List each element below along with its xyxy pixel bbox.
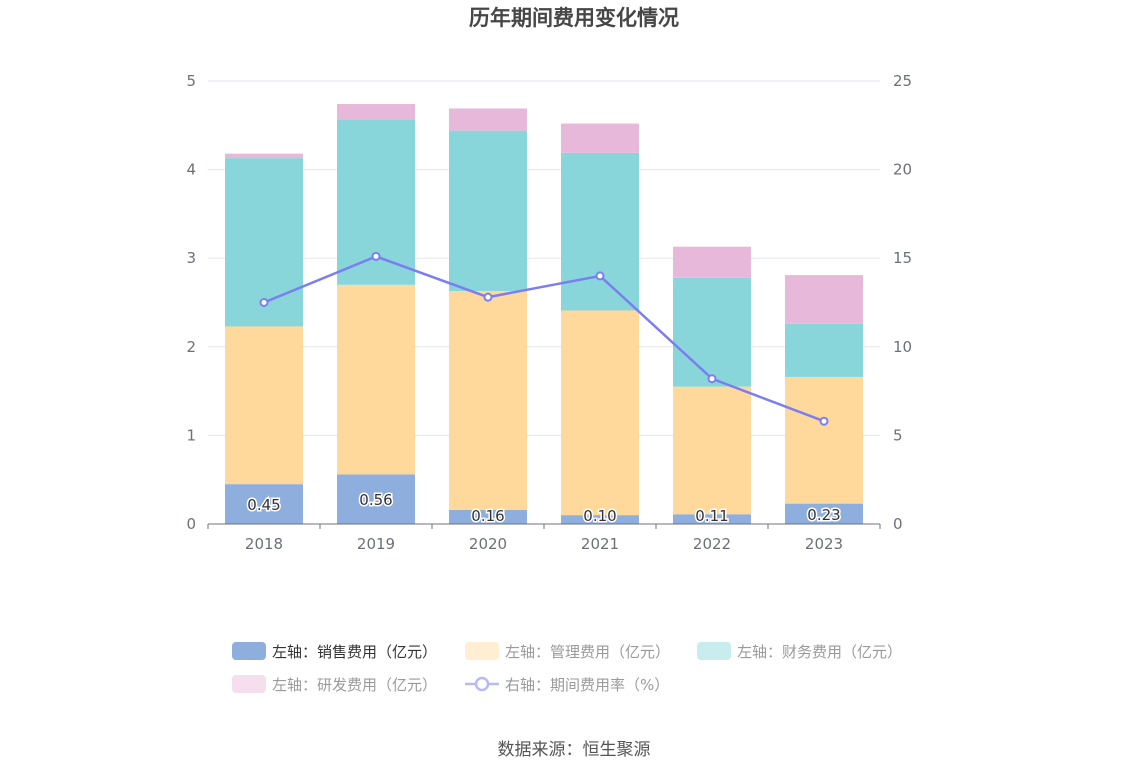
right-tick-label: 0 (893, 515, 903, 533)
bar-2021-s3 (561, 123, 639, 153)
legend-item-1[interactable]: 左轴：管理费用（亿元） (465, 642, 670, 661)
rate-line (259, 251, 829, 426)
bar-2023-s3 (785, 275, 863, 324)
legend-label: 左轴：管理费用（亿元） (505, 643, 670, 661)
data-label-2023: 0.23 (807, 506, 840, 524)
right-tick-label: 10 (893, 338, 912, 356)
left-tick-label: 3 (186, 249, 196, 267)
bar-2021-s1 (561, 310, 639, 516)
legend-swatch-icon (232, 675, 266, 693)
bar-2019-s3 (337, 104, 415, 120)
data-label-2022: 0.11 (695, 507, 728, 525)
legend-item-4[interactable]: 右轴：期间费用率（%） (465, 676, 669, 694)
bar-2021-s0 (561, 515, 639, 524)
bars (225, 104, 863, 524)
left-tick-label: 0 (186, 515, 196, 533)
legend-label: 右轴：期间费用率（%） (505, 676, 669, 694)
legend-label: 左轴：销售费用（亿元） (272, 643, 437, 661)
right-axis: 0 5 10 15 20 25 (893, 72, 912, 533)
data-label-2019: 0.56 (359, 491, 392, 509)
bar-2019-s0 (337, 474, 415, 524)
rate-point-2018 (259, 298, 269, 307)
rate-point-2020 (483, 292, 493, 302)
x-tick-label: 2019 (357, 535, 395, 553)
bar-2023-s0 (785, 503, 863, 524)
legend-label: 左轴：研发费用（亿元） (272, 676, 437, 694)
data-label-2018: 0.45 (247, 496, 280, 514)
bar-2020-s0 (449, 509, 527, 524)
bar-2018-s1 (225, 326, 303, 485)
grid-lines (208, 80, 880, 436)
legend-swatch-icon (465, 642, 499, 660)
bar-2022-s0 (673, 514, 751, 524)
bar-2022-s3 (673, 246, 751, 278)
right-tick-label: 15 (893, 249, 912, 267)
bar-2023-s2 (785, 323, 863, 377)
legend-item-2[interactable]: 左轴：财务费用（亿元） (697, 642, 902, 661)
x-tick-label: 2020 (469, 535, 507, 553)
left-tick-label: 4 (186, 161, 196, 179)
legend-item-3[interactable]: 左轴：研发费用（亿元） (232, 675, 437, 694)
rate-point-2021 (595, 271, 605, 281)
bar-2020-s1 (449, 290, 527, 510)
left-tick-label: 2 (186, 338, 196, 356)
bar-2020-s2 (449, 130, 527, 291)
legend-label: 左轴：财务费用（亿元） (737, 643, 902, 661)
legend-item-0[interactable]: 左轴：销售费用（亿元） (232, 642, 437, 661)
left-axis: 0 1 2 3 4 5 (186, 72, 196, 533)
x-axis: 2018 2019 2020 2021 2022 2023 (207, 523, 881, 553)
x-tick-label: 2018 (245, 535, 283, 553)
bar-2023-s1 (785, 376, 863, 504)
rate-point-2023 (819, 416, 829, 426)
legend[interactable]: 左轴：销售费用（亿元） 左轴：管理费用（亿元） 左轴：财务费用（亿元） 左轴：研发费用… (232, 642, 902, 694)
bar-2022-s1 (673, 386, 751, 515)
bar-2021-s2 (561, 152, 639, 311)
data-label-2021: 0.10 (583, 507, 616, 525)
bar-2019-s1 (337, 284, 415, 475)
bar-2018-s0 (225, 484, 303, 524)
right-tick-label: 5 (893, 426, 903, 444)
right-tick-label: 20 (893, 161, 912, 179)
left-tick-label: 1 (186, 426, 196, 444)
legend-swatch-icon (697, 642, 731, 660)
left-tick-label: 5 (186, 72, 196, 90)
bar-2022-s2 (673, 277, 751, 387)
data-label-2020: 0.16 (471, 507, 504, 525)
rate-point-2019 (371, 251, 381, 261)
chart-title: 历年期间费用变化情况 (469, 6, 679, 30)
bar-2018-s3 (225, 153, 303, 159)
bar-2020-s3 (449, 108, 527, 131)
rate-point-2022 (707, 374, 717, 384)
x-tick-label: 2023 (805, 535, 843, 553)
rate-line-path (263, 255, 825, 423)
source-text: 数据来源：恒生聚源 (498, 740, 651, 760)
legend-swatch-icon (232, 642, 266, 660)
right-tick-label: 25 (893, 72, 912, 90)
x-tick-label: 2022 (693, 535, 731, 553)
legend-marker-icon (474, 676, 490, 692)
data-labels: 0.45 0.56 0.16 0.10 0.11 0.23 (246, 490, 842, 527)
x-tick-label: 2021 (581, 535, 619, 553)
